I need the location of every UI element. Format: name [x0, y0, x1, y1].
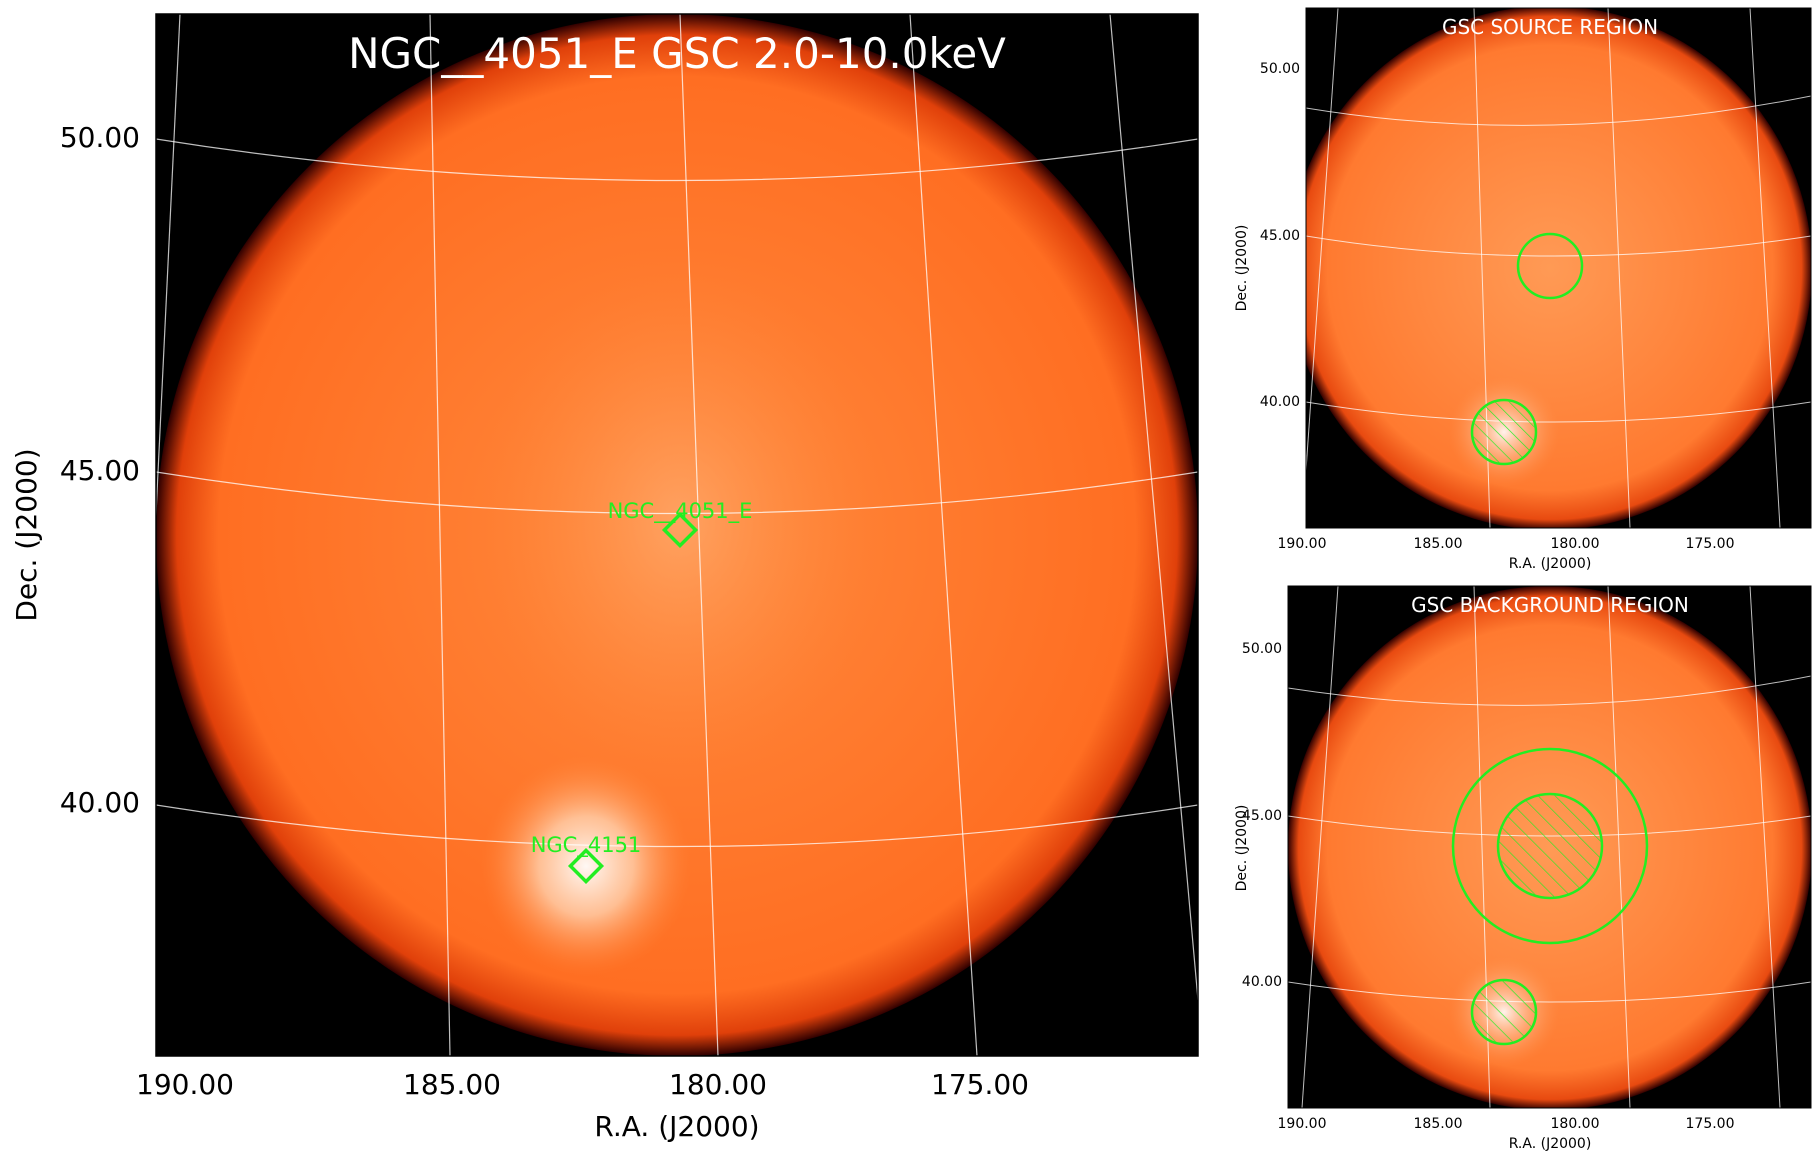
source-panel-title: GSC SOURCE REGION: [1442, 15, 1658, 39]
y-tick-label: 40.00: [1260, 394, 1300, 410]
x-tick-label: 190.00: [1278, 536, 1327, 552]
marker-ngc4151: [567, 847, 605, 885]
detector-disk: [1306, 8, 1811, 528]
source-glow-ngc4151: [481, 756, 691, 976]
y-tick-label: 50.00: [1242, 641, 1282, 657]
x-tick-label: 185.00: [1414, 1116, 1463, 1132]
x-tick-label: 175.00: [1686, 1116, 1735, 1132]
background-panel-title: GSC BACKGROUND REGION: [1411, 593, 1689, 617]
x-axis-label: R.A. (J2000): [1509, 1136, 1592, 1152]
y-tick-label: 50.00: [60, 121, 140, 154]
y-axis-label: Dec. (J2000): [1234, 225, 1250, 312]
background-annulus-inner: [1496, 792, 1604, 900]
y-tick-label: 45.00: [1260, 228, 1300, 244]
main-title: NGC__4051_E GSC 2.0-10.0keV: [348, 29, 1006, 78]
y-tick-label: 45.00: [1242, 808, 1282, 824]
source-glow-ngc4051: [480, 260, 880, 780]
x-tick-label: 190.00: [1278, 1116, 1327, 1132]
x-tick-label: 185.00: [1414, 536, 1463, 552]
y-tick-label: 50.00: [1260, 61, 1300, 77]
x-tick-label: 175.00: [931, 1068, 1029, 1101]
source-region-circle: [1516, 232, 1584, 300]
x-axis-label: R.A. (J2000): [1509, 556, 1592, 572]
y-axis-label: Dec. (J2000): [1234, 805, 1250, 892]
excluded-source-circle: [1470, 398, 1538, 466]
x-tick-label: 190.00: [136, 1068, 234, 1101]
marker-label-ngc4051-e: NGC__4051_E: [608, 499, 753, 524]
source-region-panel: GSC SOURCE REGION 190.00 185.00 180.00 1…: [1234, 7, 1812, 572]
y-tick-label: 40.00: [1242, 974, 1282, 990]
x-tick-label: 180.00: [669, 1068, 767, 1101]
background-region-panel: GSC BACKGROUND REGION 190.00 185.00 180.…: [1234, 585, 1812, 1152]
x-tick-label: 180.00: [1551, 1116, 1600, 1132]
x-tick-label: 175.00: [1686, 536, 1735, 552]
x-tick-label: 180.00: [1551, 536, 1600, 552]
marker-ngc4051-e: [661, 511, 699, 549]
coordinate-grid: [156, 14, 1198, 1056]
x-axis-label: R.A. (J2000): [594, 1110, 759, 1143]
main-sky-map: NGC__4051_E NGC_4151 NGC__4051_E GSC 2.0…: [10, 13, 1199, 1143]
x-tick-label: 185.00: [403, 1068, 501, 1101]
y-axis-label: Dec. (J2000): [10, 448, 43, 621]
background-annulus-outer: [1451, 747, 1649, 945]
marker-label-ngc4151: NGC_4151: [531, 833, 642, 858]
y-tick-label: 45.00: [60, 454, 140, 487]
y-tick-label: 40.00: [60, 786, 140, 819]
excluded-source-circle: [1470, 978, 1538, 1046]
